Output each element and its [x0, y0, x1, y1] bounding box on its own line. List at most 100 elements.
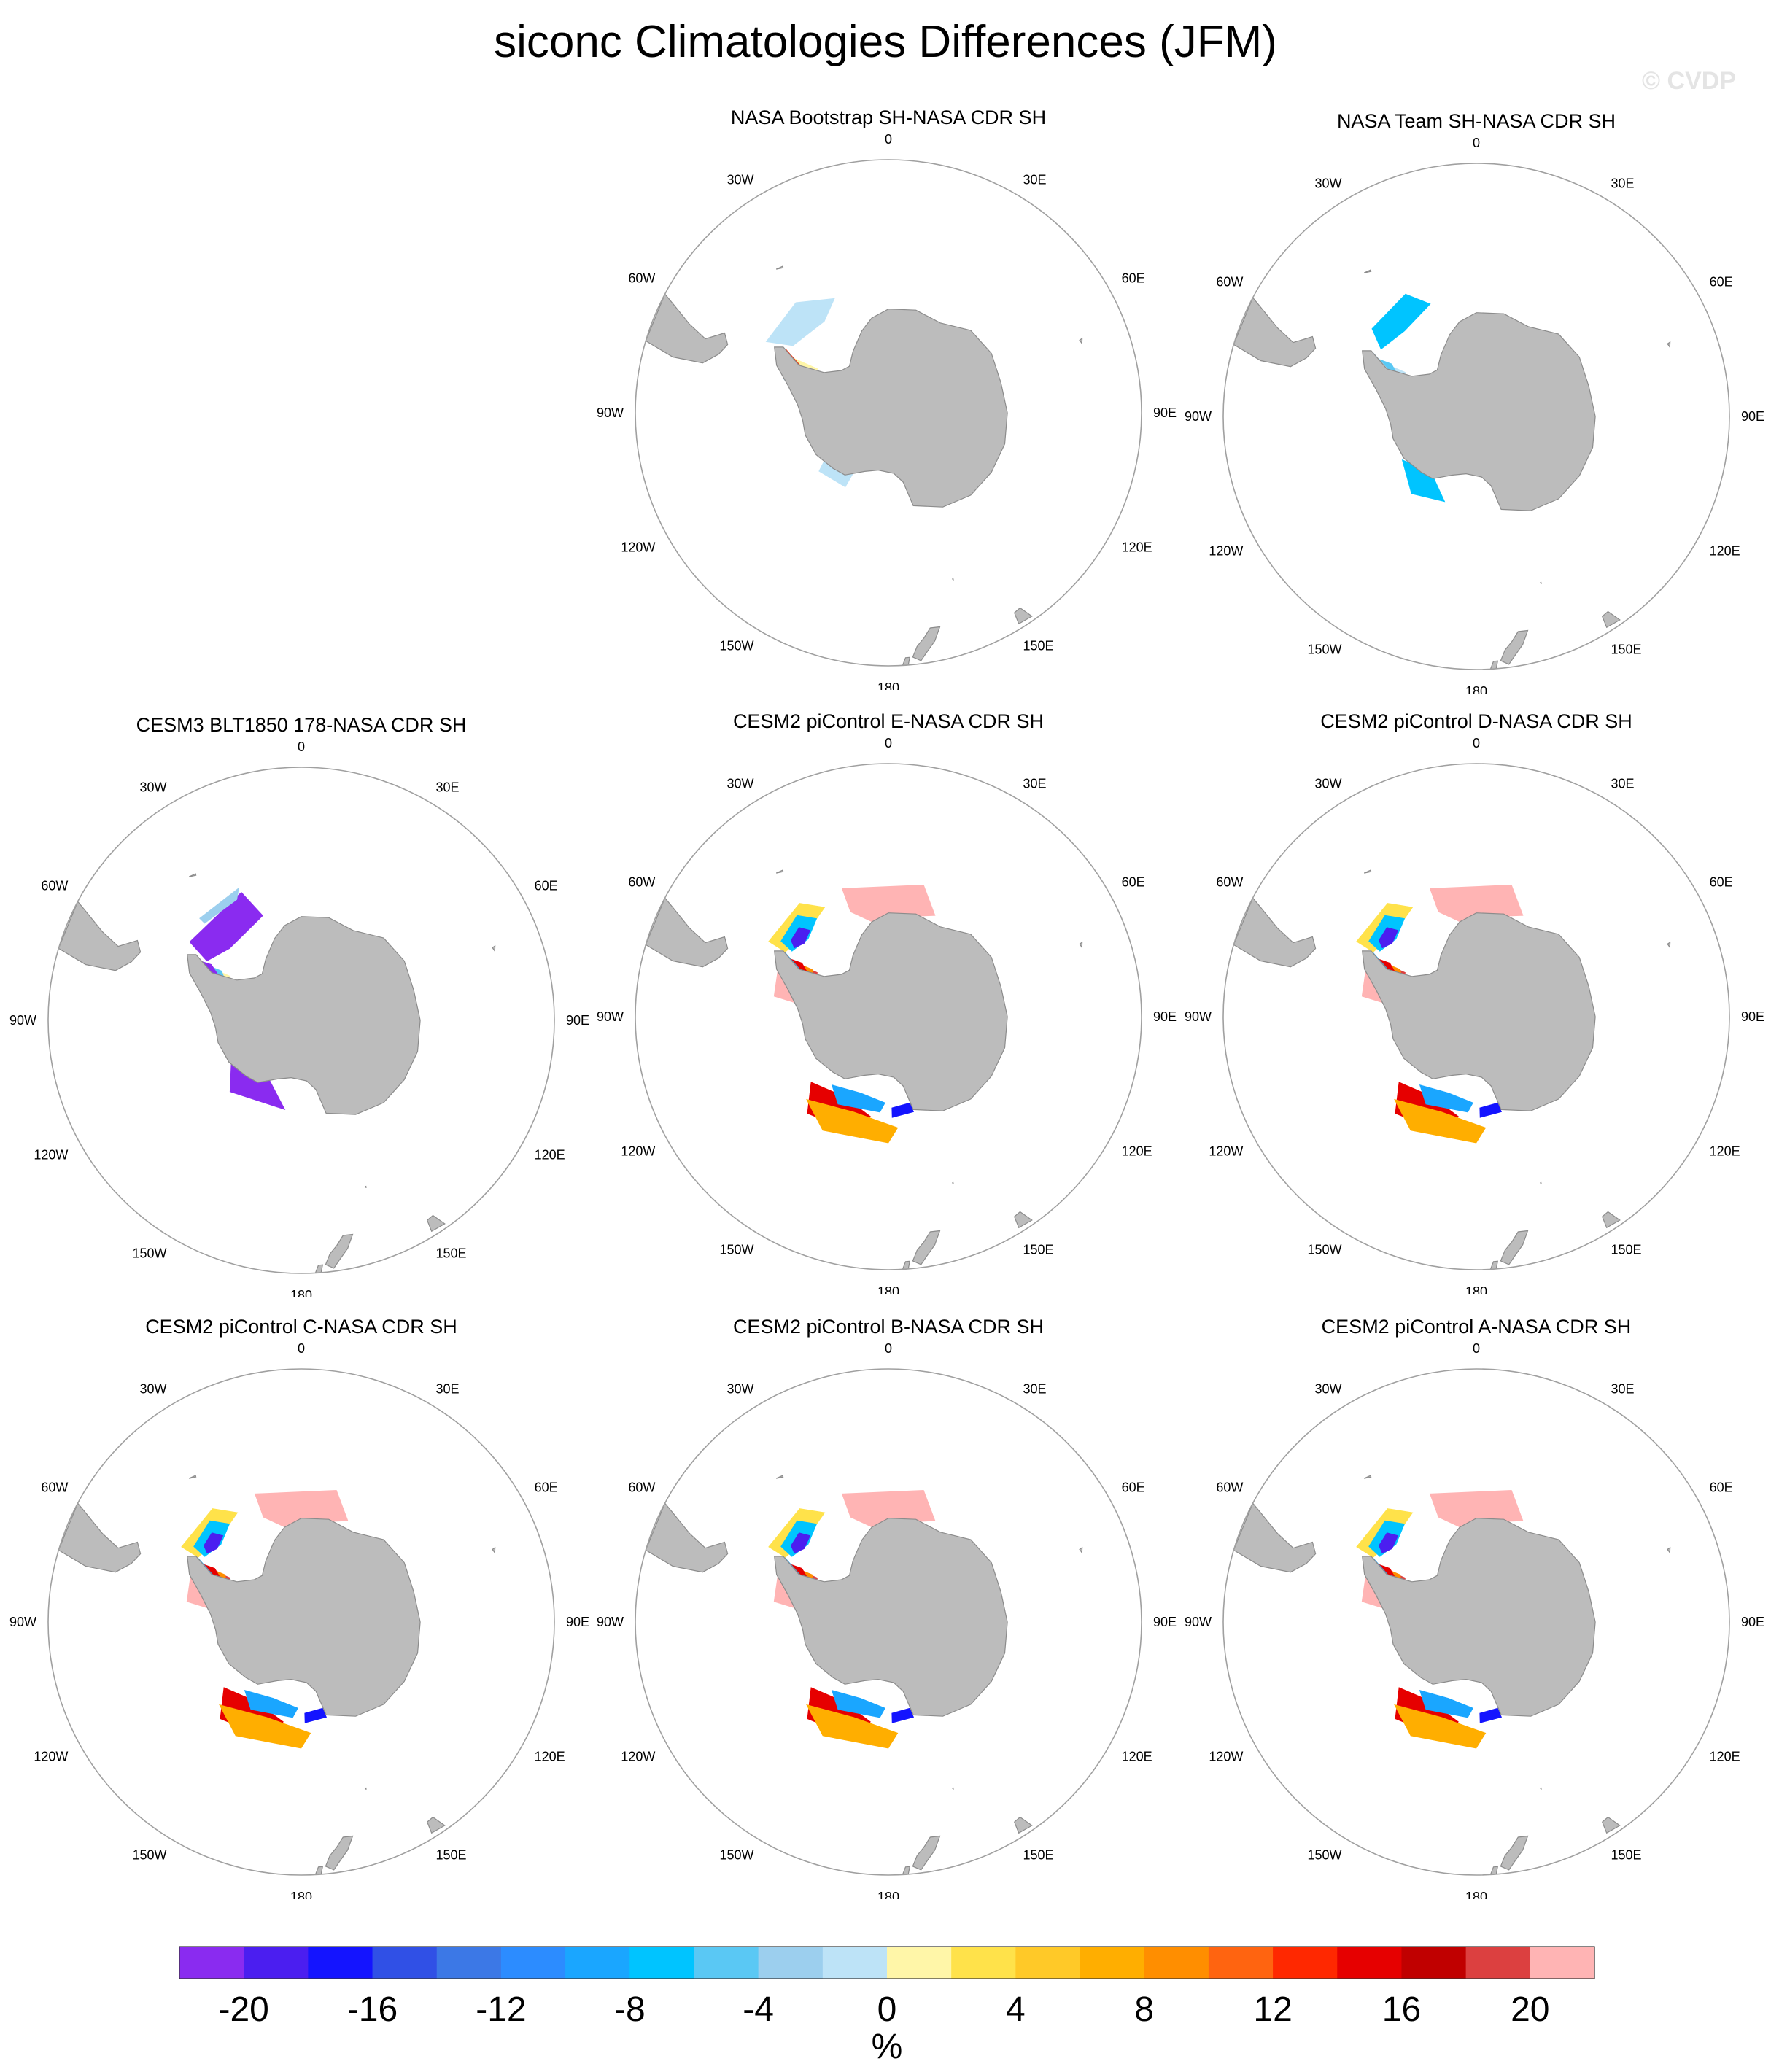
south-georgia-land — [1363, 869, 1372, 874]
kerguelen-land — [1079, 1546, 1083, 1554]
weddell-east-pink — [841, 885, 936, 923]
colorbar-bin — [1080, 1947, 1145, 1979]
weddell-east-pink — [1429, 1490, 1524, 1528]
weddell-negative-area — [765, 298, 835, 346]
longitude-label: 60W — [1216, 275, 1243, 290]
ross-deep-blue — [891, 1102, 914, 1118]
longitude-label: 180 — [290, 1288, 312, 1297]
colorbar-tick-label: 16 — [1382, 1990, 1421, 2029]
ross-deep-blue — [1479, 1707, 1502, 1723]
colorbar-tick-label: 20 — [1511, 1990, 1549, 2029]
new-zealand-south-land — [912, 1835, 941, 1871]
longitude-label: 180 — [1465, 1284, 1487, 1294]
longitude-label: 30E — [1611, 176, 1635, 190]
macquarie-land — [364, 1185, 367, 1189]
kerguelen-land — [1079, 337, 1083, 345]
new-zealand-south-land — [912, 626, 941, 661]
tasmania-land — [426, 1816, 446, 1834]
longitude-label: 30E — [1611, 1381, 1635, 1396]
longitude-label: 30W — [139, 780, 166, 794]
polar-map: 0 30E 60E 90E 120E 150E 180 150W 120W 90W 60W 30W — [1185, 736, 1764, 1294]
colorbar-tick-label: -20 — [219, 1990, 269, 2029]
longitude-label: 120E — [1710, 1144, 1740, 1159]
colorbar-bin — [629, 1947, 695, 1979]
colorbar-tick-label: 8 — [1134, 1990, 1154, 2029]
longitude-label: 120W — [1209, 544, 1243, 559]
longitude-label: 150E — [1023, 1848, 1054, 1863]
longitude-label: 180 — [877, 1890, 899, 1899]
longitude-label: 90E — [566, 1615, 589, 1629]
tasmania-land — [1013, 607, 1033, 625]
longitude-label: 30E — [1611, 776, 1635, 791]
polar-map: 0 30E 60E 90E 120E 150E 180 150W 120W 90W 60W 30W — [597, 1341, 1177, 1899]
tasmania-land — [1601, 610, 1621, 629]
longitude-label: 120W — [1209, 1144, 1243, 1159]
panel-title: CESM2 piControl E-NASA CDR SH — [732, 710, 1045, 732]
longitude-label: 150E — [1023, 1243, 1054, 1257]
tasmania-land — [426, 1214, 446, 1233]
antarctica-land — [1362, 312, 1596, 511]
longitude-label: 150E — [436, 1246, 467, 1261]
longitude-label: 0 — [885, 1341, 892, 1356]
ross-blue-strip — [831, 1084, 886, 1113]
weddell-east-pink — [254, 1490, 349, 1528]
new-zealand-south-land — [912, 1230, 941, 1265]
longitude-label: 60W — [1216, 1481, 1243, 1495]
colorbar-bin — [244, 1947, 309, 1979]
longitude-label: 30E — [436, 1381, 460, 1396]
colorbar-bin — [758, 1947, 824, 1979]
longitude-label: 120W — [621, 540, 655, 555]
antarctica-land — [774, 1518, 1008, 1717]
longitude-label: 120E — [1710, 1750, 1740, 1764]
longitude-label: 120W — [621, 1750, 655, 1764]
map-boundary — [635, 159, 1142, 667]
longitude-label: 90E — [1153, 1009, 1177, 1024]
south-georgia-land — [188, 1475, 197, 1479]
kerguelen-land — [1667, 1546, 1671, 1554]
colorbar-bin — [1465, 1947, 1531, 1979]
longitude-label: 90W — [597, 1009, 624, 1024]
longitude-label: 60W — [628, 875, 655, 890]
colorbar-bin — [951, 1947, 1016, 1979]
longitude-label: 30W — [726, 1381, 753, 1396]
longitude-label: 90E — [1741, 1615, 1764, 1629]
weddell-purple — [1379, 927, 1399, 949]
new-zealand-south-land — [1500, 629, 1529, 665]
longitude-label: 0 — [1473, 736, 1480, 750]
longitude-label: 60E — [535, 1481, 558, 1495]
kerguelen-land — [1667, 341, 1671, 349]
longitude-label: 30E — [436, 780, 460, 794]
tasmania-land — [1601, 1211, 1621, 1229]
tasmania-land — [1013, 1211, 1033, 1229]
colorbar-bin — [1273, 1947, 1338, 1979]
panel-cesm2-e: CESM2 piControl E-NASA CDR SH 0 30E 60E 90E… — [597, 710, 1180, 1308]
colorbar-tick-label: 0 — [877, 1990, 897, 2029]
longitude-label: 60E — [535, 879, 558, 893]
longitude-label: 150W — [1307, 1848, 1341, 1863]
polar-map: 0 30E 60E 90E 120E 150E 180 150W 120W 90W 60W 30W — [9, 1341, 589, 1899]
south-georgia-land — [775, 265, 784, 270]
longitude-label: 60W — [41, 879, 68, 893]
longitude-label: 60E — [1122, 271, 1145, 286]
longitude-label: 120W — [621, 1144, 655, 1159]
longitude-label: 60W — [1216, 875, 1243, 890]
map-boundary — [1222, 163, 1730, 670]
ross-orange-area — [806, 1098, 899, 1144]
ross-orange-area — [806, 1704, 899, 1749]
longitude-label: 30E — [1023, 1381, 1047, 1396]
longitude-label: 120W — [34, 1148, 68, 1163]
south-georgia-land — [1363, 269, 1372, 273]
antarctica-land — [187, 1518, 421, 1717]
colorbar-bin — [1015, 1947, 1081, 1979]
longitude-label: 30W — [1314, 176, 1341, 190]
longitude-label: 60E — [1710, 875, 1733, 890]
panel-nasa-team: NASA Team SH-NASA CDR SH 0 30E 60E 90E 120E 1… — [1185, 110, 1768, 708]
longitude-label: 30W — [139, 1381, 166, 1396]
longitude-label: 60W — [628, 271, 655, 286]
colorbar-bin — [1530, 1947, 1595, 1979]
colorbar-bin — [887, 1947, 952, 1979]
longitude-label: 90W — [9, 1615, 36, 1629]
weddell-purple — [791, 1532, 811, 1554]
panel-title: CESM2 piControl C-NASA CDR SH — [145, 1316, 457, 1338]
